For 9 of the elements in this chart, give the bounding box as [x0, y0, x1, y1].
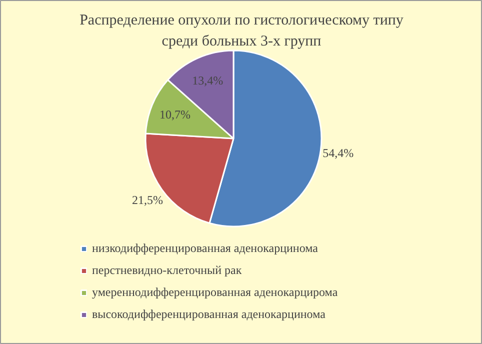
legend-label: низкодифференцированная аденокарцинома [92, 240, 318, 256]
data-label: 21,5% [132, 192, 163, 207]
legend-label: перстневидно-клеточный рак [92, 262, 242, 278]
legend-label: умереннодифференцированная аденокарцирома [92, 284, 338, 300]
chart-title: Распределение опухоли по гистологическому типу среди больных 3-х групп [80, 12, 404, 50]
data-label: 54,4% [322, 146, 354, 160]
data-label: 13,4% [192, 74, 224, 88]
legend-label: высокодифференцированная аденокарцинома [92, 306, 326, 322]
data-label: 10,7% [159, 107, 190, 122]
